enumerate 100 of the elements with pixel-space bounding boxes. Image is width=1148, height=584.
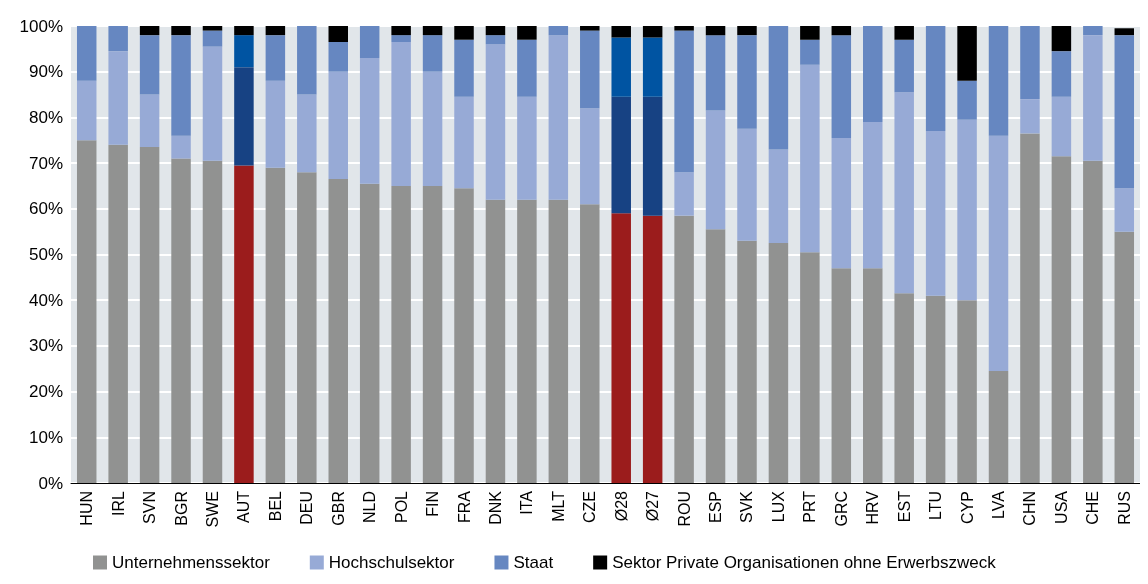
bar (108, 51, 128, 145)
bar (800, 252, 820, 483)
legend-label: Unternehmenssektor (112, 553, 271, 572)
x-tick-label: FRA (455, 490, 473, 523)
bar (1114, 28, 1135, 36)
bar (988, 26, 1009, 136)
x-tick-label: POL (392, 490, 410, 524)
bar (800, 39, 820, 65)
bar (580, 108, 600, 205)
bar (674, 172, 694, 216)
bar (454, 26, 474, 40)
bar (171, 158, 191, 483)
bar (705, 26, 726, 36)
bar (1083, 160, 1103, 483)
bar (611, 96, 631, 214)
legend-label: Sektor Private Organisationen ohne Erwerbszweck (612, 553, 997, 572)
bar (328, 42, 348, 72)
bar (171, 35, 191, 136)
x-tick-label: CHN (1021, 491, 1039, 526)
bar (737, 35, 757, 129)
x-tick-label: GBR (329, 491, 347, 526)
bar (328, 71, 348, 180)
bar (391, 185, 411, 483)
bar (831, 26, 852, 36)
bar (76, 26, 97, 81)
y-tick-label: 80% (28, 107, 63, 127)
x-tick-label: GRC (832, 491, 850, 527)
bar (422, 185, 443, 483)
legend-label: Hochschulsektor (328, 553, 455, 572)
y-tick-label: 40% (28, 290, 63, 310)
bar (76, 80, 97, 141)
x-tick-label: RUS (1115, 491, 1133, 525)
bar (1051, 156, 1072, 483)
bar (202, 30, 223, 47)
bar (1020, 26, 1040, 100)
bar (1114, 188, 1135, 232)
bar (108, 26, 128, 52)
bar (1051, 26, 1072, 52)
bar (391, 41, 411, 186)
bar (171, 26, 191, 36)
bar (642, 37, 663, 97)
bar (359, 183, 380, 483)
x-tick-label: ESP (707, 491, 725, 524)
x-tick-label: ROU (675, 491, 693, 527)
bar (674, 30, 694, 173)
bar (139, 26, 160, 36)
bar (580, 204, 600, 483)
y-tick-label: 60% (28, 199, 63, 219)
bar (548, 26, 569, 36)
bar (454, 39, 474, 97)
bar (485, 199, 506, 483)
bar (1114, 231, 1135, 483)
bar (768, 149, 789, 244)
bar (831, 268, 852, 483)
y-tick-label: 70% (28, 153, 63, 173)
bar (359, 26, 380, 58)
bar (705, 229, 726, 483)
x-tick-label: BGR (172, 491, 190, 526)
x-tick-label: LVA (990, 490, 1008, 519)
bar (139, 147, 160, 483)
x-tick-label: SWE (203, 491, 221, 528)
x-tick-label: PRT (801, 490, 819, 523)
x-tick-label: USA (1052, 490, 1070, 524)
x-tick-label: SVK (738, 490, 756, 524)
bar (674, 215, 694, 483)
x-tick-label: Ø28 (612, 490, 630, 522)
bar (202, 46, 223, 161)
bar (139, 35, 160, 95)
bar (328, 26, 348, 42)
bar (737, 240, 757, 483)
bar (485, 26, 506, 36)
bar (925, 295, 946, 483)
bar (1083, 35, 1103, 161)
bar (642, 96, 663, 216)
y-tick-label: 50% (28, 245, 63, 264)
bar (1083, 26, 1103, 36)
bar (894, 92, 914, 294)
x-tick-label: ITA (518, 490, 536, 515)
bar (548, 199, 569, 483)
bar (517, 39, 537, 97)
bar (234, 67, 254, 166)
x-tick-label: BEL (266, 490, 284, 522)
bar (422, 35, 443, 72)
bar (1020, 133, 1040, 483)
bar (1051, 96, 1072, 157)
bar (485, 35, 506, 45)
bar (517, 199, 537, 483)
bar (957, 26, 977, 81)
x-tick-label: IRL (109, 490, 127, 516)
y-tick-label: 20% (28, 382, 63, 402)
bar (988, 371, 1009, 483)
y-tick-label: 30% (28, 336, 63, 356)
bar (642, 26, 663, 38)
bar (1051, 51, 1072, 97)
x-tick-label: EST (895, 490, 913, 523)
x-tick-label: CZE (581, 491, 599, 523)
bar (611, 37, 631, 97)
x-tick-label: LTU (927, 491, 945, 521)
x-tick-label: DNK (486, 490, 504, 525)
x-tick-label: CYP (958, 491, 976, 524)
